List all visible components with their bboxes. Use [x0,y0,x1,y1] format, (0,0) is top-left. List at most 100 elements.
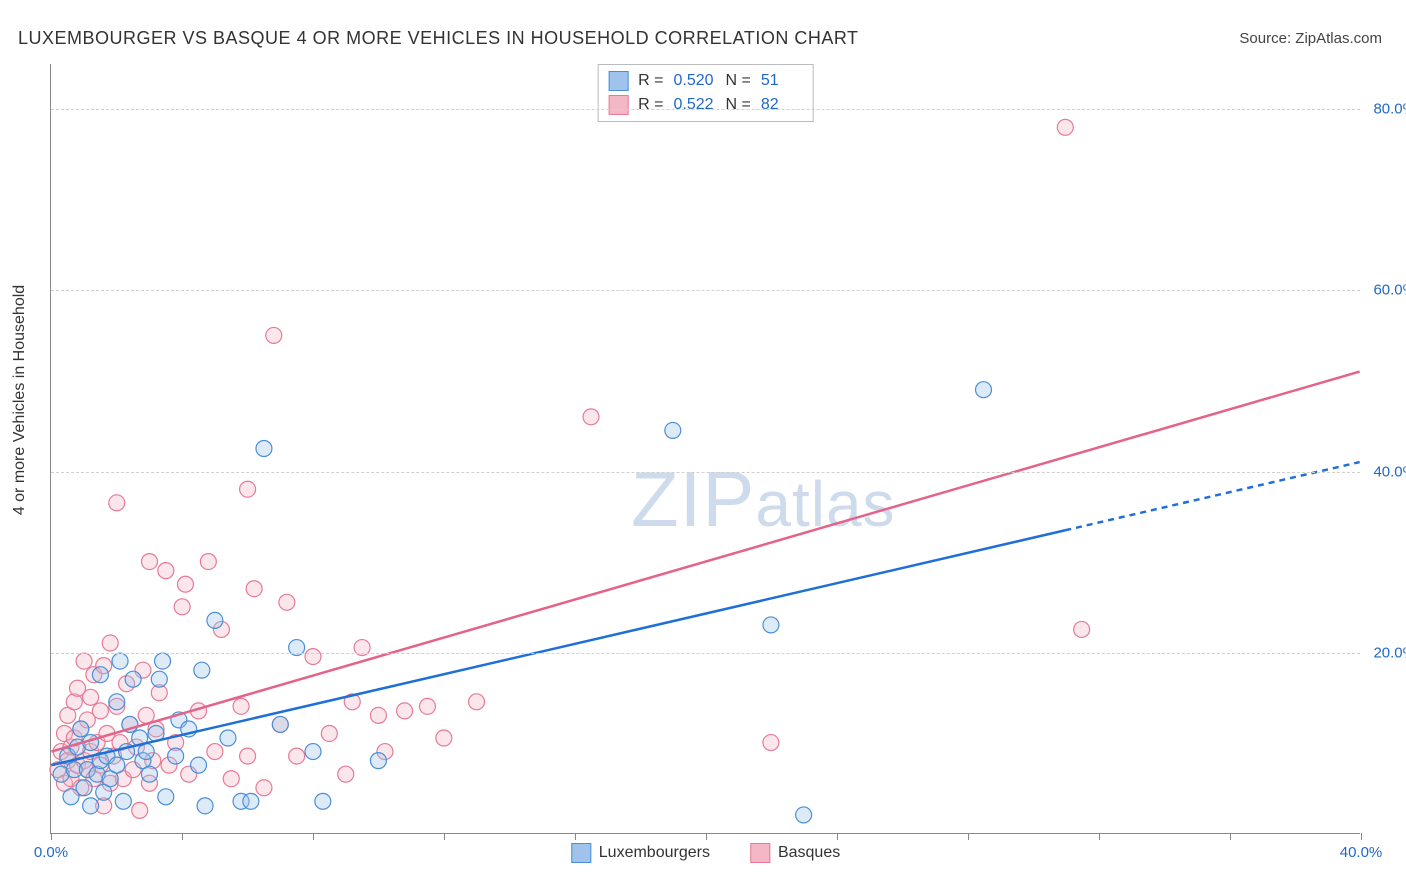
source-attribution: Source: ZipAtlas.com [1239,30,1382,47]
scatter-point [102,635,118,651]
r-label: R = [638,96,663,114]
gridline [51,653,1360,654]
scatter-point [272,716,288,732]
scatter-point [1057,119,1073,135]
scatter-point [112,653,128,669]
scatter-point [315,793,331,809]
scatter-point [763,735,779,751]
scatter-point [321,725,337,741]
legend-item-lux: Luxembourgers [571,843,710,863]
y-axis-label: 4 or more Vehicles in Household [11,285,29,515]
scatter-point [207,612,223,628]
scatter-point [305,744,321,760]
scatter-point [138,707,154,723]
trend-line [51,372,1359,752]
scatter-point [976,382,992,398]
scatter-point [151,671,167,687]
scatter-point [132,802,148,818]
scatter-point [796,807,812,823]
scatter-point [109,495,125,511]
scatter-point [233,698,249,714]
chart-svg [51,64,1360,833]
swatch-basque [608,95,628,115]
scatter-point [197,798,213,814]
scatter-point [109,694,125,710]
scatter-point [469,694,485,710]
scatter-point [223,771,239,787]
scatter-point [665,422,681,438]
scatter-point [168,748,184,764]
scatter-point [115,793,131,809]
y-tick-label: 80.0% [1373,101,1406,118]
x-tick [313,833,314,840]
scatter-point [76,653,92,669]
r-value-basque: 0.522 [674,96,716,114]
x-tick [575,833,576,840]
source-label: Source: [1239,30,1295,47]
scatter-point [370,707,386,723]
chart-title: LUXEMBOURGER VS BASQUE 4 OR MORE VEHICLE… [18,28,859,49]
x-tick [706,833,707,840]
scatter-point [141,554,157,570]
scatter-point [266,327,282,343]
stats-legend: R = 0.520 N = 51 R = 0.522 N = 82 [597,64,814,122]
scatter-point [338,766,354,782]
scatter-point [83,798,99,814]
plot-area: ZIPatlas R = 0.520 N = 51 R = 0.522 N = … [50,64,1360,834]
scatter-point [220,730,236,746]
scatter-point [436,730,452,746]
x-tick-label: 40.0% [1340,844,1383,861]
scatter-point [155,653,171,669]
scatter-point [305,649,321,665]
scatter-point [370,753,386,769]
scatter-point [177,576,193,592]
y-tick-label: 20.0% [1373,644,1406,661]
scatter-point [125,671,141,687]
scatter-point [92,703,108,719]
gridline [51,472,1360,473]
x-tick-label: 0.0% [34,844,68,861]
stats-row-basque: R = 0.522 N = 82 [608,93,803,117]
scatter-point [256,441,272,457]
x-tick [1099,833,1100,840]
scatter-point [194,662,210,678]
scatter-point [240,748,256,764]
n-label: N = [726,72,751,90]
r-label: R = [638,72,663,90]
scatter-point [158,563,174,579]
x-tick [968,833,969,840]
scatter-point [246,581,262,597]
series-legend: Luxembourgers Basques [571,843,840,863]
gridline [51,290,1360,291]
scatter-point [200,554,216,570]
scatter-point [256,780,272,796]
x-tick [182,833,183,840]
legend-label-basque: Basques [778,844,840,862]
scatter-point [279,594,295,610]
swatch-basque [750,843,770,863]
scatter-point [583,409,599,425]
scatter-point [76,780,92,796]
r-value-lux: 0.520 [674,72,716,90]
legend-label-lux: Luxembourgers [599,844,710,862]
scatter-point [289,748,305,764]
scatter-point [83,689,99,705]
x-tick [837,833,838,840]
legend-item-basque: Basques [750,843,840,863]
n-value-lux: 51 [761,72,803,90]
scatter-point [73,721,89,737]
swatch-lux [571,843,591,863]
x-tick [1230,833,1231,840]
scatter-point [92,667,108,683]
scatter-point [207,744,223,760]
stats-row-lux: R = 0.520 N = 51 [608,69,803,93]
scatter-point [138,744,154,760]
scatter-point [419,698,435,714]
x-tick [1361,833,1362,840]
scatter-point [109,757,125,773]
source-name: ZipAtlas.com [1295,30,1382,47]
scatter-point [240,481,256,497]
n-label: N = [726,96,751,114]
x-tick [51,833,52,840]
n-value-basque: 82 [761,96,803,114]
